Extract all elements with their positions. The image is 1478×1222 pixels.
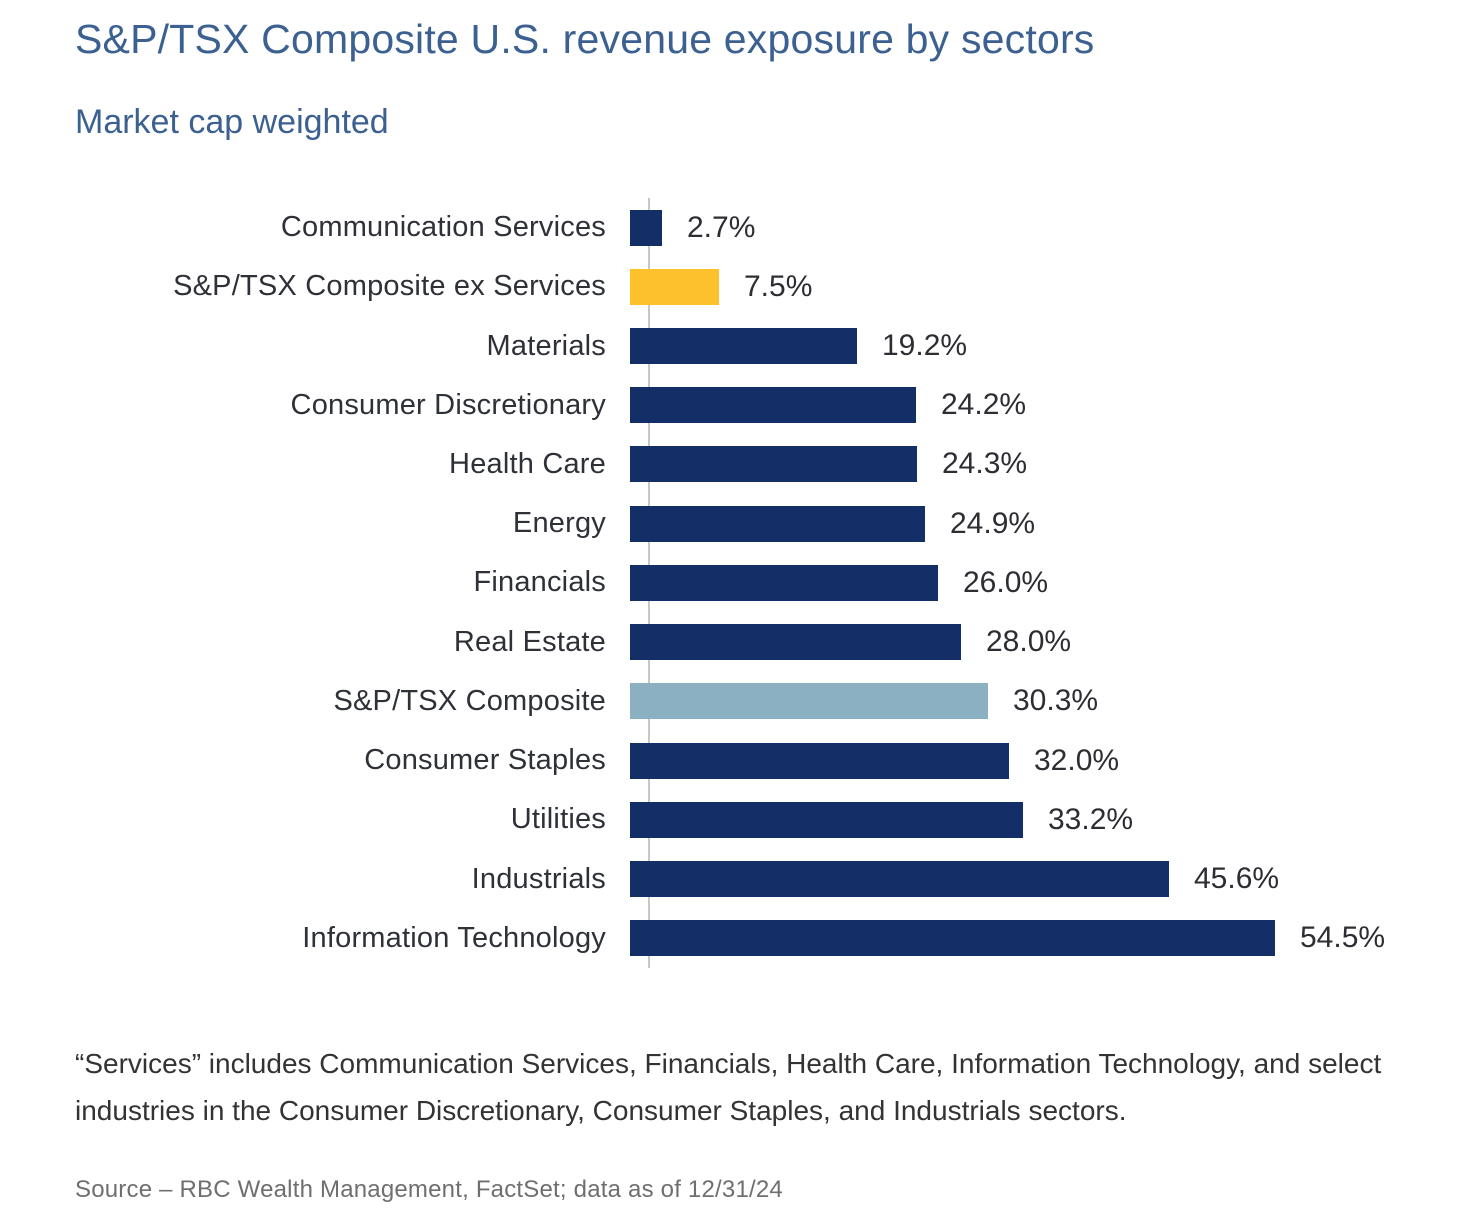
bar	[630, 742, 1009, 779]
bar	[630, 209, 662, 246]
bar-label: Materials	[486, 329, 606, 362]
bar-track: 24.3%	[628, 435, 1465, 494]
bar-label: Real Estate	[453, 625, 606, 658]
footnote: “Services” includes Communication Servic…	[75, 1048, 1382, 1126]
bar-label: Consumer Staples	[364, 744, 606, 777]
bar-row: Consumer Staples 32.0%	[75, 731, 1465, 790]
bar-row: Financials 26.0%	[75, 553, 1465, 612]
chart-subtitle: Market cap weighted	[75, 103, 389, 141]
bar-value: 28.0%	[986, 625, 1072, 659]
bar-row: Health Care 24.3%	[75, 435, 1465, 494]
bar-track: 32.0%	[628, 731, 1465, 790]
bar-label: Utilities	[510, 803, 606, 836]
chart-title: S&P/TSX Composite U.S. revenue exposure …	[75, 16, 1095, 62]
bar	[630, 920, 1275, 957]
bar-track: 24.2%	[628, 376, 1465, 435]
bar	[630, 801, 1023, 838]
bar-label: Consumer Discretionary	[290, 388, 606, 421]
bar-row: Industrials 45.6%	[75, 849, 1465, 908]
bar-value: 24.9%	[950, 506, 1036, 540]
bar-value: 45.6%	[1194, 862, 1280, 896]
bar-value: 7.5%	[744, 269, 813, 303]
bar	[630, 683, 988, 720]
bar-label: Industrials	[471, 862, 606, 895]
bar-label: Information Technology	[302, 921, 606, 954]
bar-label: Health Care	[449, 447, 606, 480]
bar-row: Information Technology 54.5%	[75, 909, 1465, 968]
bar-track: 54.5%	[628, 909, 1465, 968]
bar-track: 30.3%	[628, 672, 1465, 731]
bar-row: Materials 19.2%	[75, 316, 1465, 375]
bar	[630, 505, 925, 542]
bar-row: Energy 24.9%	[75, 494, 1465, 553]
bar-track: 24.9%	[628, 494, 1465, 553]
source-line: Source – RBC Wealth Management, FactSet;…	[75, 1176, 783, 1203]
bar-track: 7.5%	[628, 257, 1465, 316]
bar-value: 54.5%	[1300, 921, 1386, 955]
bar-value: 26.0%	[963, 565, 1049, 599]
bar-label: Financials	[473, 566, 606, 599]
bar-row: Utilities 33.2%	[75, 790, 1465, 849]
bar	[630, 564, 938, 601]
bar-value: 19.2%	[882, 329, 968, 363]
bar-row: Real Estate 28.0%	[75, 613, 1465, 672]
bar-value: 30.3%	[1013, 684, 1099, 718]
bar	[630, 624, 961, 661]
bar-value: 33.2%	[1048, 802, 1134, 836]
bar-row: S&P/TSX Composite ex Services 7.5%	[75, 257, 1465, 316]
bar-chart: Communication Services 2.7% S&P/TSX Compos…	[75, 198, 1465, 968]
bar-value: 24.3%	[942, 447, 1028, 481]
bar-row: Consumer Discretionary 24.2%	[75, 376, 1465, 435]
bar-track: 28.0%	[628, 613, 1465, 672]
bar-track: 33.2%	[628, 790, 1465, 849]
bar-track: 19.2%	[628, 316, 1465, 375]
bar-row: Communication Services 2.7%	[75, 198, 1465, 257]
bar	[630, 387, 916, 424]
bar	[630, 328, 857, 365]
bar-row: S&P/TSX Composite 30.3%	[75, 672, 1465, 731]
bar-label: Communication Services	[280, 211, 606, 244]
bar-track: 26.0%	[628, 553, 1465, 612]
bar-value: 24.2%	[941, 388, 1027, 422]
bar-label: S&P/TSX Composite ex Services	[173, 270, 606, 303]
bar-label: Energy	[512, 507, 606, 540]
bar	[630, 861, 1169, 898]
bar-label: S&P/TSX Composite	[333, 684, 606, 717]
bar-track: 2.7%	[628, 198, 1465, 257]
bar-track: 45.6%	[628, 849, 1465, 908]
bar	[630, 446, 917, 483]
bar-value: 2.7%	[687, 210, 756, 244]
bar-value: 32.0%	[1034, 743, 1120, 777]
bar-rows-container: Communication Services 2.7% S&P/TSX Compos…	[75, 198, 1465, 968]
bar	[630, 268, 719, 305]
